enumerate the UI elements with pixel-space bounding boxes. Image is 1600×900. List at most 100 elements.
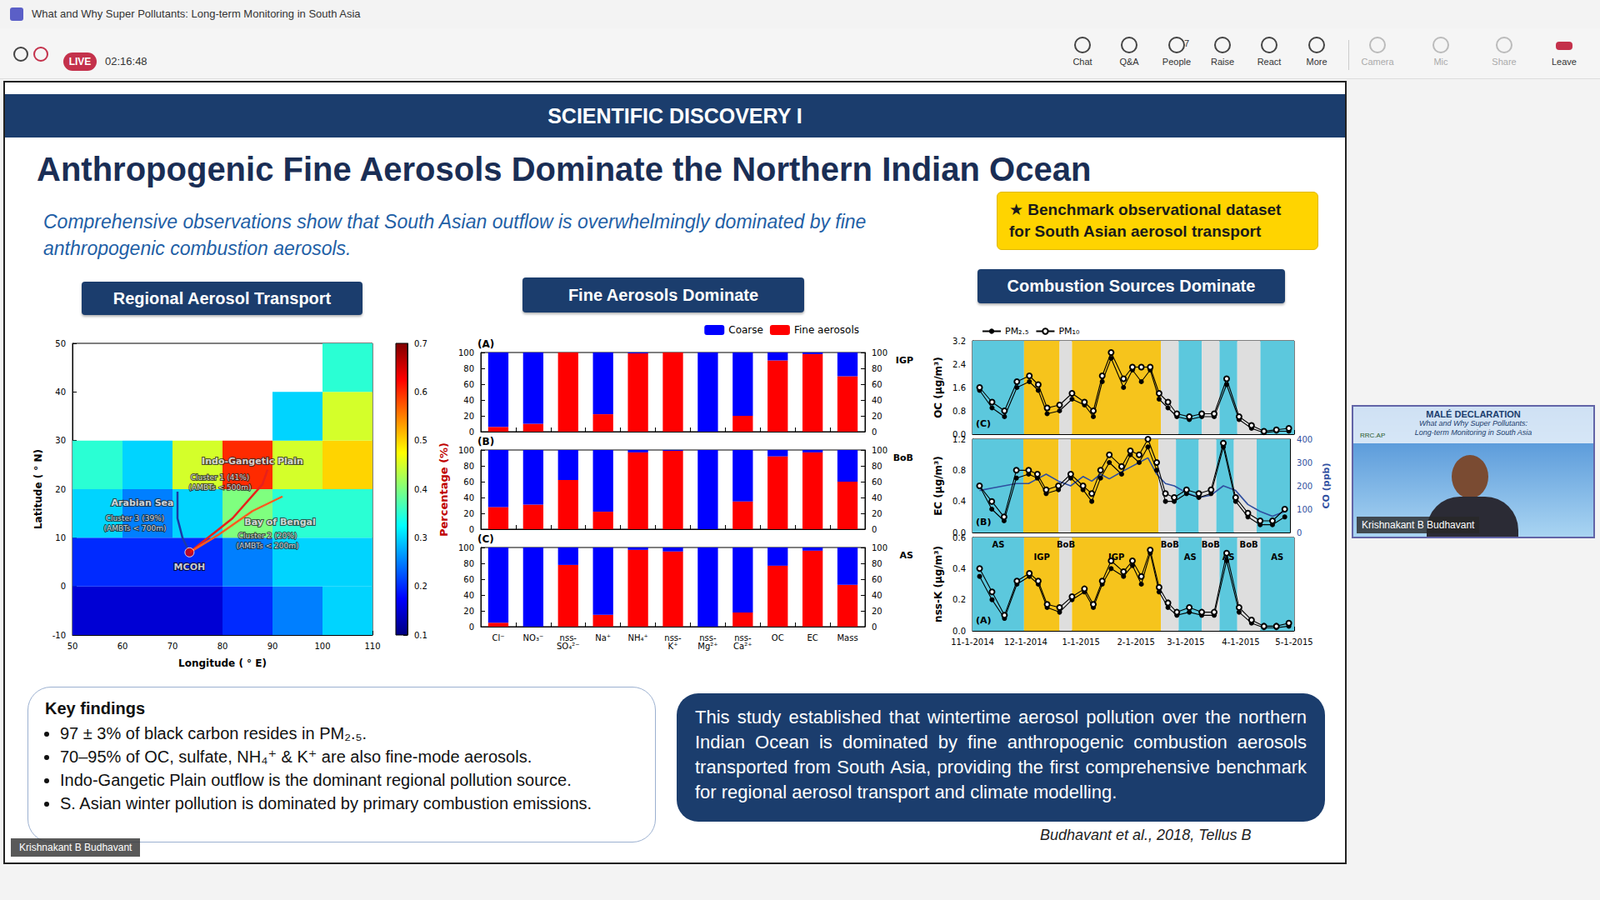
svg-text:60: 60 — [117, 641, 129, 651]
svg-text:Na⁺: Na⁺ — [595, 633, 611, 643]
svg-text:80: 80 — [871, 461, 883, 471]
svg-text:100: 100 — [458, 445, 475, 455]
svg-text:0: 0 — [871, 525, 877, 535]
svg-text:100: 100 — [314, 641, 330, 651]
svg-text:(B): (B) — [975, 516, 991, 528]
svg-text:100: 100 — [458, 543, 475, 553]
svg-text:0.4: 0.4 — [414, 485, 428, 495]
svg-text:NO₃⁻: NO₃⁻ — [523, 633, 545, 643]
svg-text:IGP: IGP — [895, 355, 914, 366]
svg-text:40: 40 — [463, 395, 475, 405]
svg-text:OC (µg/m³): OC (µg/m³) — [932, 356, 945, 419]
svg-text:AS: AS — [991, 540, 1005, 550]
svg-text:20: 20 — [463, 509, 475, 519]
svg-text:10: 10 — [55, 533, 66, 543]
svg-text:40: 40 — [871, 590, 883, 600]
svg-text:BoB: BoB — [893, 452, 914, 464]
svg-text:1-1-2015: 1-1-2015 — [1061, 637, 1100, 647]
svg-text:0.4: 0.4 — [952, 564, 966, 574]
svg-text:0.4: 0.4 — [952, 496, 966, 506]
svg-text:70: 70 — [167, 641, 179, 651]
svg-text:300: 300 — [1296, 458, 1313, 468]
svg-text:Cluster 3 (39%): Cluster 3 (39%) — [105, 514, 165, 523]
svg-text:(A): (A) — [975, 615, 992, 626]
svg-text:110: 110 — [364, 641, 380, 651]
svg-text:20: 20 — [463, 606, 475, 616]
svg-text:0.5: 0.5 — [414, 435, 428, 445]
svg-text:2-1-2015: 2-1-2015 — [1117, 637, 1155, 647]
svg-text:20: 20 — [55, 485, 66, 495]
svg-text:30: 30 — [55, 435, 66, 445]
svg-text:200: 200 — [1296, 481, 1313, 491]
svg-text:Coarse: Coarse — [728, 324, 764, 336]
svg-text:60: 60 — [463, 380, 475, 390]
svg-text:40: 40 — [463, 493, 475, 503]
svg-text:60: 60 — [463, 477, 475, 487]
svg-text:60: 60 — [871, 477, 883, 487]
svg-text:Cluster 2 (20%): Cluster 2 (20%) — [238, 531, 297, 540]
svg-text:Longitude ( ° E): Longitude ( ° E) — [178, 657, 267, 670]
svg-text:40: 40 — [55, 387, 66, 397]
svg-text:90: 90 — [267, 641, 279, 651]
svg-text:(AMBTs < 700m): (AMBTs < 700m) — [103, 524, 166, 533]
svg-text:40: 40 — [871, 493, 883, 503]
svg-text:60: 60 — [871, 575, 883, 585]
svg-text:Bay of Bengal: Bay of Bengal — [244, 516, 315, 528]
svg-text:EC (µg/m³): EC (µg/m³) — [932, 455, 945, 516]
svg-text:(C): (C) — [477, 533, 495, 545]
svg-text:3-1-2015: 3-1-2015 — [1166, 637, 1205, 647]
svg-text:BoB: BoB — [1056, 540, 1075, 550]
svg-text:0.7: 0.7 — [414, 339, 428, 349]
svg-text:(AMBTs < 200m): (AMBTs < 200m) — [235, 541, 299, 550]
svg-text:NH₄⁺: NH₄⁺ — [627, 633, 648, 643]
svg-text:(AMBTs < 500m): (AMBTs < 500m) — [188, 483, 251, 492]
svg-text:3.2: 3.2 — [952, 336, 966, 346]
svg-text:40: 40 — [463, 590, 475, 600]
svg-text:100: 100 — [871, 445, 888, 455]
svg-text:80: 80 — [463, 364, 475, 374]
svg-text:80: 80 — [217, 641, 229, 651]
svg-text:5-1-2015: 5-1-2015 — [1275, 637, 1313, 647]
svg-text:100: 100 — [1296, 505, 1313, 515]
svg-text:80: 80 — [871, 559, 883, 569]
svg-text:11-1-2014: 11-1-2014 — [950, 637, 995, 647]
svg-text:60: 60 — [463, 575, 475, 585]
svg-text:0.0: 0.0 — [952, 626, 966, 636]
svg-text:0.2: 0.2 — [952, 595, 966, 605]
svg-text:Cl⁻: Cl⁻ — [491, 633, 505, 643]
svg-text:PM₂.₅: PM₂.₅ — [1005, 325, 1029, 337]
svg-text:0.3: 0.3 — [414, 533, 428, 543]
svg-text:-10: -10 — [52, 630, 66, 640]
svg-text:0.6: 0.6 — [414, 387, 428, 397]
svg-text:OC: OC — [771, 633, 785, 643]
svg-text:K⁺: K⁺ — [668, 641, 679, 651]
svg-text:80: 80 — [463, 559, 475, 569]
svg-text:100: 100 — [871, 348, 888, 358]
svg-text:4-1-2015: 4-1-2015 — [1221, 637, 1260, 647]
svg-text:Mass: Mass — [836, 633, 858, 643]
svg-text:100: 100 — [458, 348, 475, 358]
svg-text:Percentage (%): Percentage (%) — [437, 442, 450, 537]
svg-text:(C): (C) — [975, 418, 991, 430]
svg-text:BoB: BoB — [1201, 540, 1220, 550]
svg-text:BoB: BoB — [1240, 540, 1259, 550]
svg-text:12-1-2014: 12-1-2014 — [1004, 637, 1048, 647]
svg-text:Latitude ( ° N): Latitude ( ° N) — [32, 449, 45, 530]
svg-text:EC: EC — [806, 633, 818, 643]
svg-text:400: 400 — [1296, 435, 1313, 445]
svg-text:20: 20 — [871, 411, 883, 421]
svg-text:0.6: 0.6 — [952, 533, 966, 543]
svg-text:1.6: 1.6 — [952, 383, 966, 393]
svg-text:0.8: 0.8 — [952, 406, 966, 416]
svg-text:60: 60 — [871, 380, 883, 390]
svg-text:PM₁₀: PM₁₀ — [1058, 325, 1080, 337]
svg-text:BoB: BoB — [1160, 540, 1180, 550]
svg-text:1.2: 1.2 — [952, 435, 966, 445]
svg-text:20: 20 — [871, 606, 883, 616]
svg-text:50: 50 — [67, 641, 79, 651]
svg-text:MCOH: MCOH — [174, 561, 206, 573]
svg-text:Fine aerosols: Fine aerosols — [794, 324, 860, 336]
svg-text:AS: AS — [900, 550, 915, 561]
svg-text:0.8: 0.8 — [952, 465, 966, 475]
svg-text:0: 0 — [60, 581, 66, 591]
